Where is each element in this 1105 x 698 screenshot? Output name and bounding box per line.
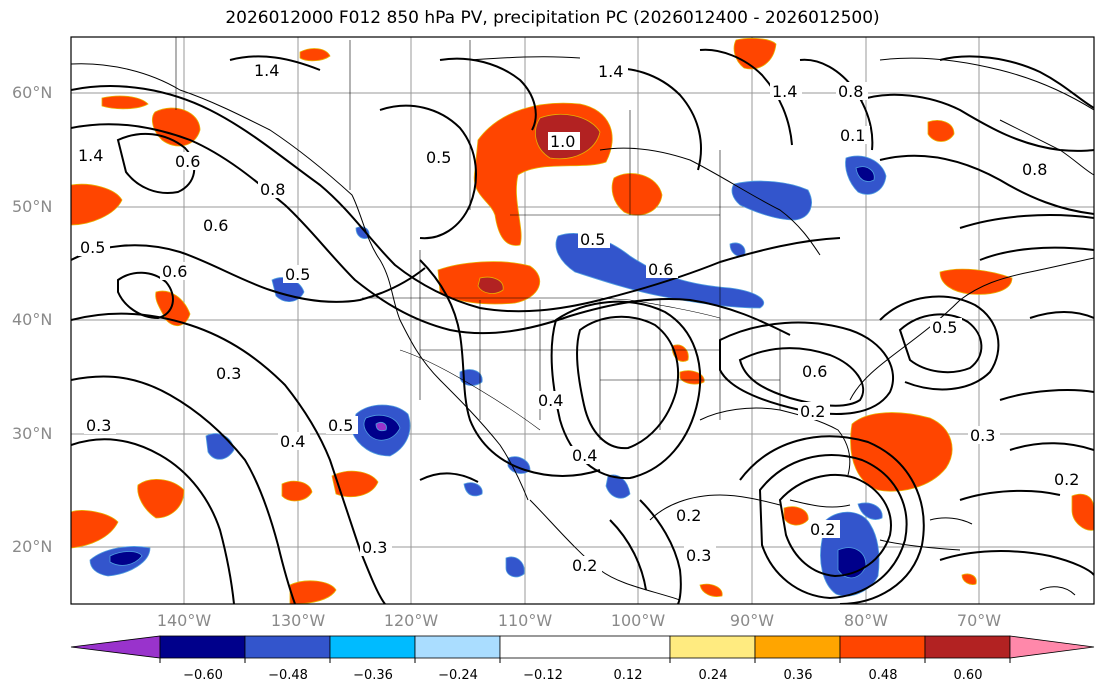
contour-label: 0.5	[932, 318, 957, 337]
colorbar-segment-3	[329, 635, 416, 659]
lon-label: 70°W	[956, 611, 1002, 630]
colorbar-ticks	[159, 658, 1011, 663]
colorbar-tick-label: 0.12	[613, 668, 643, 683]
colorbar-segment-4	[414, 635, 501, 659]
contour-label: 0.5	[426, 148, 451, 167]
contour-label: 0.4	[538, 391, 563, 410]
contour-label: 0.5	[328, 416, 353, 435]
contour-label: 0.8	[1022, 160, 1047, 179]
map-title: 2026012000 F012 850 hPa PV, precipitatio…	[225, 8, 880, 28]
lon-label: 120°W	[383, 611, 439, 630]
colorbar-tick-label: 0.60	[953, 668, 983, 683]
lon-label: 80°W	[843, 611, 889, 630]
colorbar-tick-label: 0.36	[783, 668, 813, 683]
contour-label: 0.5	[580, 230, 605, 249]
contour-label: 0.8	[260, 180, 285, 199]
colorbar-tick-label: 0.24	[698, 668, 728, 683]
contour-label: 0.6	[175, 152, 200, 171]
lon-label: 130°W	[270, 611, 326, 630]
contour-label: 0.6	[203, 216, 228, 235]
lon-label: 140°W	[156, 611, 212, 630]
contour-label: 0.1	[840, 126, 865, 145]
lon-label: 100°W	[610, 611, 666, 630]
contour-label: 0.3	[686, 546, 711, 565]
lat-label: 20°N	[12, 537, 53, 556]
contour-label: 0.3	[970, 426, 995, 445]
contour-label: 1.4	[772, 82, 797, 101]
contour-label: 0.3	[86, 416, 111, 435]
contour-label: 0.8	[838, 82, 863, 101]
colorbar-segment-6	[669, 635, 756, 659]
colorbar-tick-label: −0.60	[183, 668, 223, 683]
contour-label: 0.3	[362, 538, 387, 557]
contour-label: 0.3	[216, 364, 241, 383]
lat-label: 60°N	[12, 83, 53, 102]
colorbar	[70, 635, 1095, 659]
map-frame	[70, 36, 1095, 605]
colorbar-segment-2	[244, 635, 331, 659]
colorbar-segment-0	[70, 635, 161, 659]
colorbar-segment-1	[159, 635, 246, 659]
contour-label: 0.2	[800, 402, 825, 421]
contour-label: 0.6	[648, 260, 673, 279]
colorbar-tick-label: −0.24	[438, 668, 478, 683]
contour-label: 0.2	[572, 556, 597, 575]
lat-label: 30°N	[12, 424, 53, 443]
colorbar-segment-10	[1009, 635, 1095, 659]
contour-label: 0.6	[802, 362, 827, 381]
contour-label: 1.0	[550, 132, 575, 151]
contour-label: 1.4	[598, 62, 623, 81]
colorbar-segment-5	[499, 635, 671, 659]
colorbar-tick-label: −0.48	[268, 668, 308, 683]
contour-label: 1.4	[78, 146, 103, 165]
lon-label: 110°W	[497, 611, 553, 630]
colorbar-tick-label: −0.12	[523, 668, 563, 683]
borders	[175, 37, 781, 440]
contour-label: 0.4	[280, 432, 305, 451]
lat-label: 40°N	[12, 310, 53, 329]
contour-label: 0.2	[810, 520, 835, 539]
lon-label: 90°W	[729, 611, 775, 630]
colorbar-tick-label: −0.36	[353, 668, 393, 683]
colorbar-tick-label: 0.48	[868, 668, 898, 683]
contour-label: 0.6	[162, 262, 187, 281]
contour-label: 0.4	[572, 446, 597, 465]
colorbar-segment-8	[839, 635, 926, 659]
contour-label: 0.5	[285, 265, 310, 284]
precip-negative	[89, 155, 887, 597]
contour-label: 1.4	[254, 61, 279, 80]
contour-label: 0.2	[676, 506, 701, 525]
contour-label: 0.5	[80, 238, 105, 257]
contour-labels: 1.4 0.6 0.6 0.5 0.5 0.5 0.6 1.0 0.6 0.2 …	[76, 61, 1084, 575]
lat-label: 50°N	[12, 197, 53, 216]
colorbar-segment-9	[924, 635, 1011, 659]
contour-label: 0.2	[1054, 470, 1079, 489]
colorbar-segment-7	[754, 635, 841, 659]
